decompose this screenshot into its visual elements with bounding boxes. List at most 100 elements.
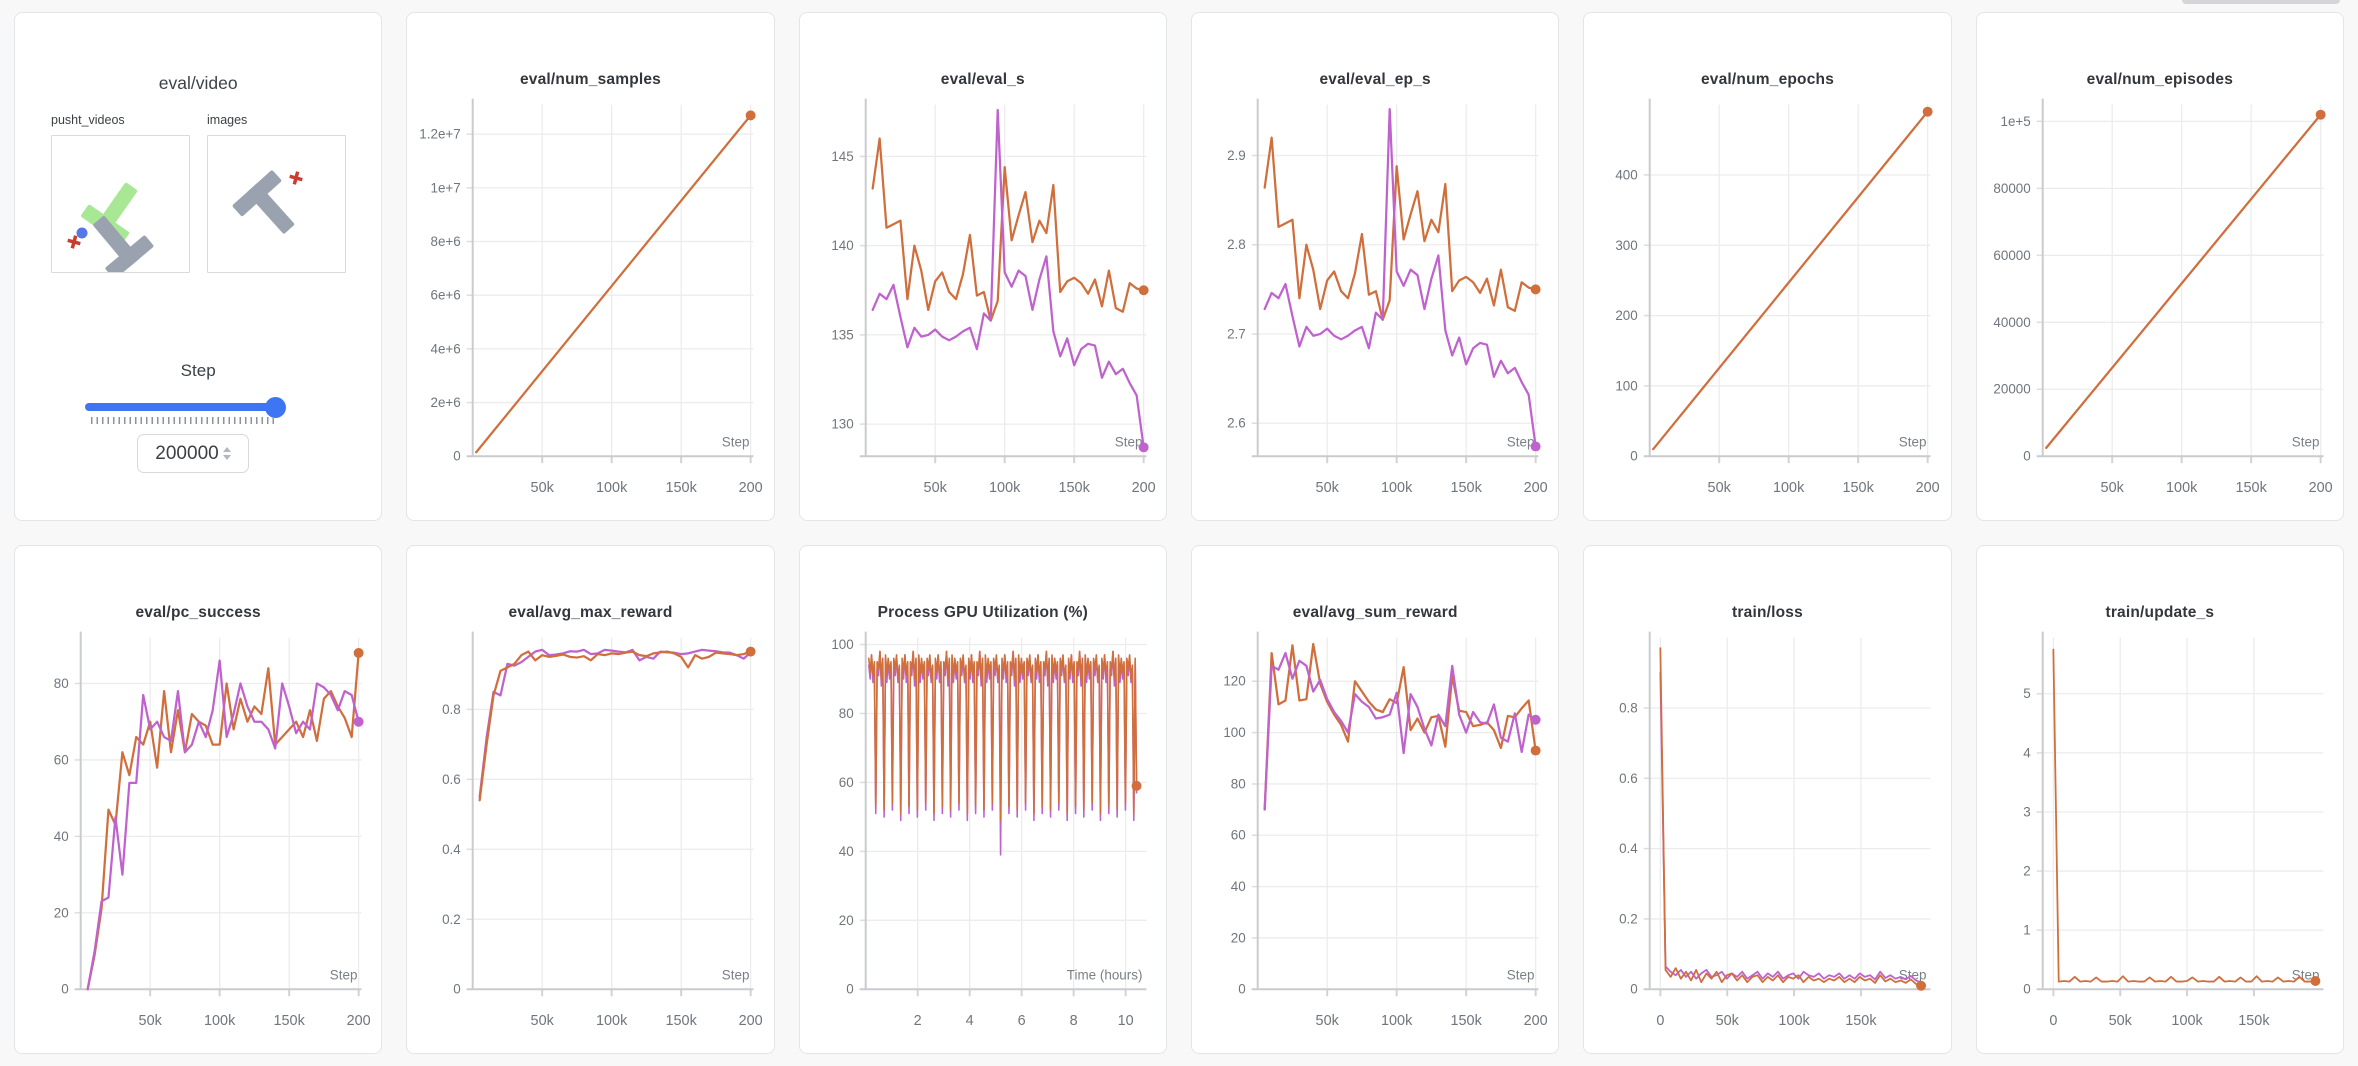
step-slider-handle[interactable] (265, 397, 286, 418)
svg-text:100k: 100k (2171, 1013, 2203, 1029)
svg-text:150k: 150k (666, 1013, 698, 1029)
svg-text:2: 2 (913, 1013, 921, 1029)
svg-text:8: 8 (1069, 1013, 1077, 1029)
spinner-down-icon[interactable] (222, 455, 231, 460)
svg-text:0: 0 (1631, 449, 1638, 464)
svg-text:Step: Step (2291, 434, 2319, 449)
chart-title: eval/avg_sum_reward (1292, 604, 1458, 621)
svg-text:0.4: 0.4 (442, 842, 461, 857)
svg-text:Step: Step (722, 967, 750, 982)
panel-eval-num-samples: eval/num_samples 50k 100k 150k 200 0 2e+6 4e+6… (406, 12, 775, 521)
svg-text:40: 40 (838, 844, 853, 859)
panel-eval-video: eval/video pusht_videos images (14, 12, 383, 521)
chart-eval-eval-ep-s[interactable]: 50k 100k 150k 200 2.6 2.7 2.8 2.9 Step (1192, 13, 1558, 520)
thumb-label-pusht-videos: pusht_videos (51, 113, 125, 127)
svg-text:50k: 50k (531, 1013, 555, 1029)
svg-text:4: 4 (2023, 745, 2031, 760)
panel-eval-num-episodes: eval/num_episodes 50k 100k 150k 200 0 20000 40… (1975, 12, 2344, 521)
svg-text:50k: 50k (139, 1013, 163, 1029)
svg-text:40000: 40000 (1993, 315, 2030, 330)
svg-text:Step: Step (1507, 967, 1535, 982)
svg-text:100k: 100k (596, 1013, 628, 1029)
chart-eval-num-samples[interactable]: 50k 100k 150k 200 0 2e+6 4e+6 6e+6 8e+6 1e+7 1.2e+… (407, 13, 773, 520)
svg-text:50k: 50k (1316, 480, 1340, 496)
panel-eval-avg-max-reward: eval/avg_max_reward 50k 100k 150k 200 0 0.2 0.… (406, 545, 775, 1054)
chart-eval-eval-s[interactable]: 50k 100k 150k 200 130 135 140 145 Step (800, 13, 1166, 520)
svg-text:0.8: 0.8 (442, 702, 461, 717)
svg-text:200: 200 (347, 1013, 371, 1029)
video-panel-title: eval/video (158, 73, 238, 93)
svg-text:100: 100 (831, 637, 853, 652)
panel-eval-num-epochs: eval/num_epochs 50k 100k 150k 200 0 100 200 300… (1583, 12, 1952, 521)
panel-eval-eval-s: eval/eval_s 50k 100k 150k 200 130 135 140 145 St… (798, 12, 1167, 521)
chart-title: eval/eval_s (940, 71, 1025, 88)
svg-text:0: 0 (454, 449, 461, 464)
chart-eval-avg-sum-reward[interactable]: 50k 100k 150k 200 0 20 40 60 80 100 120 Step (1192, 546, 1558, 1053)
chart-eval-num-epochs[interactable]: 50k 100k 150k 200 0 100 200 300 400 Step (1584, 13, 1950, 520)
svg-text:150k: 150k (1058, 480, 1090, 496)
svg-text:200: 200 (1524, 480, 1548, 496)
svg-text:150k: 150k (1846, 1013, 1878, 1029)
svg-text:60: 60 (838, 775, 853, 790)
svg-text:200: 200 (739, 1013, 763, 1029)
step-spinner[interactable] (222, 447, 231, 460)
svg-text:5: 5 (2023, 686, 2030, 701)
spinner-up-icon[interactable] (222, 447, 231, 452)
chart-title: eval/avg_max_reward (508, 604, 673, 621)
svg-text:150k: 150k (666, 480, 698, 496)
svg-text:150k: 150k (1451, 1013, 1483, 1029)
svg-text:0.2: 0.2 (1619, 911, 1638, 926)
svg-text:120: 120 (1223, 674, 1245, 689)
chart-eval-avg-max-reward[interactable]: 50k 100k 150k 200 0 0.2 0.4 0.6 0.8 Step (407, 546, 773, 1053)
svg-text:0: 0 (2023, 449, 2030, 464)
panel-eval-avg-sum-reward: eval/avg_sum_reward 50k 100k 150k 200 0 20 40 6… (1191, 545, 1560, 1054)
svg-text:0.2: 0.2 (442, 912, 461, 927)
chart-title: eval/eval_ep_s (1319, 71, 1431, 88)
svg-text:80000: 80000 (1993, 181, 2030, 196)
video-thumbnail-images[interactable] (207, 135, 346, 273)
svg-text:Step: Step (330, 967, 358, 982)
panel-eval-pc-success: eval/pc_success 50k 100k 150k 200 0 20 40 60 80 S… (14, 545, 383, 1054)
svg-text:200: 200 (1131, 480, 1155, 496)
svg-text:Time (hours): Time (hours) (1066, 967, 1142, 982)
svg-text:100: 100 (1223, 725, 1245, 740)
target-cross (67, 235, 81, 249)
svg-text:1: 1 (2023, 923, 2030, 938)
step-value-input[interactable]: 200000 (137, 434, 249, 473)
chart-eval-pc-success[interactable]: 50k 100k 150k 200 0 20 40 60 80 Step (15, 546, 381, 1053)
svg-text:0: 0 (2023, 982, 2030, 997)
svg-text:20000: 20000 (1993, 382, 2030, 397)
svg-text:400: 400 (1616, 167, 1638, 182)
video-thumbnail-pusht[interactable] (51, 135, 190, 279)
svg-text:0: 0 (454, 982, 461, 997)
svg-text:8e+6: 8e+6 (431, 234, 461, 249)
svg-text:0: 0 (1657, 1013, 1665, 1029)
panel-grid: eval/video pusht_videos images (14, 12, 2344, 1054)
step-slider-track[interactable] (85, 403, 283, 411)
svg-text:0: 0 (2049, 1013, 2057, 1029)
svg-text:50k: 50k (923, 480, 947, 496)
svg-text:0: 0 (846, 982, 853, 997)
svg-text:2e+6: 2e+6 (431, 395, 461, 410)
svg-text:200: 200 (1616, 308, 1638, 323)
svg-text:4: 4 (965, 1013, 973, 1029)
svg-text:40: 40 (1231, 879, 1246, 894)
svg-text:50k: 50k (1316, 1013, 1340, 1029)
chart-eval-num-episodes[interactable]: 50k 100k 150k 200 0 20000 40000 60000 80000 1e+5 S… (1977, 13, 2343, 520)
svg-text:145: 145 (831, 149, 853, 164)
panel-train-update-s: train/update_s 0 50k 100k 150k 0 1 2 3 4 5 Step (1975, 545, 2344, 1054)
svg-text:1.2e+7: 1.2e+7 (420, 127, 461, 142)
svg-text:150k: 150k (1843, 480, 1875, 496)
svg-text:2.6: 2.6 (1227, 416, 1246, 431)
svg-text:40: 40 (54, 829, 69, 844)
thumb-label-images: images (207, 113, 248, 127)
agent-dot (76, 227, 88, 239)
svg-text:130: 130 (831, 417, 853, 432)
svg-text:100k: 100k (204, 1013, 236, 1029)
target-cross (289, 171, 303, 185)
chart-title: eval/pc_success (135, 604, 261, 621)
svg-text:Step: Step (722, 434, 750, 449)
